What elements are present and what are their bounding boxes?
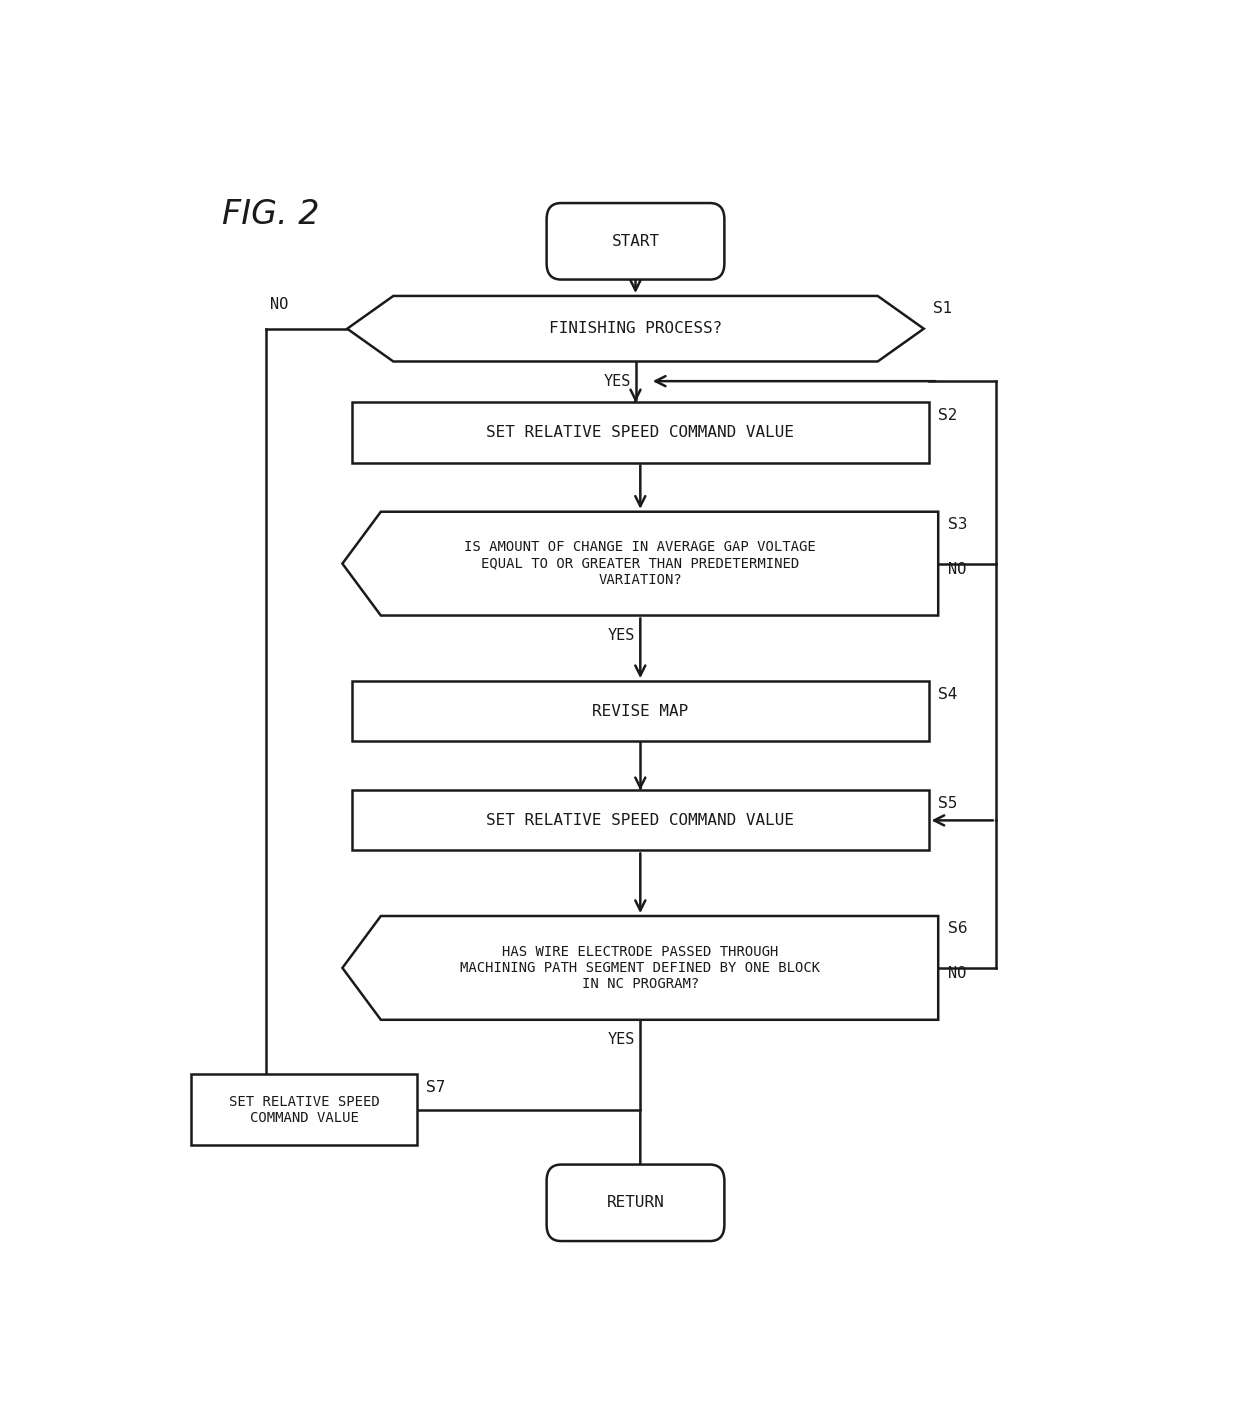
Text: S2: S2: [939, 407, 957, 423]
Text: HAS WIRE ELECTRODE PASSED THROUGH
MACHINING PATH SEGMENT DEFINED BY ONE BLOCK
IN: HAS WIRE ELECTRODE PASSED THROUGH MACHIN…: [460, 945, 821, 990]
Text: SET RELATIVE SPEED
COMMAND VALUE: SET RELATIVE SPEED COMMAND VALUE: [228, 1095, 379, 1125]
Text: S5: S5: [939, 796, 957, 810]
Text: YES: YES: [608, 627, 635, 643]
Text: YES: YES: [604, 373, 631, 389]
Polygon shape: [347, 297, 924, 362]
Text: NO: NO: [947, 562, 966, 576]
Text: FINISHING PROCESS?: FINISHING PROCESS?: [549, 321, 722, 336]
Text: REVISE MAP: REVISE MAP: [593, 704, 688, 718]
Text: YES: YES: [608, 1032, 635, 1047]
Text: S1: S1: [934, 301, 952, 316]
Text: IS AMOUNT OF CHANGE IN AVERAGE GAP VOLTAGE
EQUAL TO OR GREATER THAN PREDETERMINE: IS AMOUNT OF CHANGE IN AVERAGE GAP VOLTA…: [465, 541, 816, 587]
Text: NO: NO: [270, 298, 289, 312]
Text: S3: S3: [947, 517, 967, 532]
Text: START: START: [611, 234, 660, 248]
Polygon shape: [342, 512, 939, 616]
Text: SET RELATIVE SPEED COMMAND VALUE: SET RELATIVE SPEED COMMAND VALUE: [486, 813, 795, 827]
Bar: [352, 403, 929, 463]
Text: S4: S4: [939, 687, 957, 701]
Bar: [352, 790, 929, 850]
Bar: [352, 681, 929, 741]
Polygon shape: [342, 917, 939, 1020]
FancyBboxPatch shape: [547, 1165, 724, 1242]
Text: FIG. 2: FIG. 2: [222, 197, 320, 231]
Text: SET RELATIVE SPEED COMMAND VALUE: SET RELATIVE SPEED COMMAND VALUE: [486, 426, 795, 440]
Text: S7: S7: [427, 1080, 446, 1095]
Text: S6: S6: [947, 921, 967, 937]
Text: RETURN: RETURN: [606, 1195, 665, 1210]
FancyBboxPatch shape: [547, 203, 724, 280]
Bar: [191, 1074, 417, 1145]
Text: NO: NO: [947, 966, 966, 981]
